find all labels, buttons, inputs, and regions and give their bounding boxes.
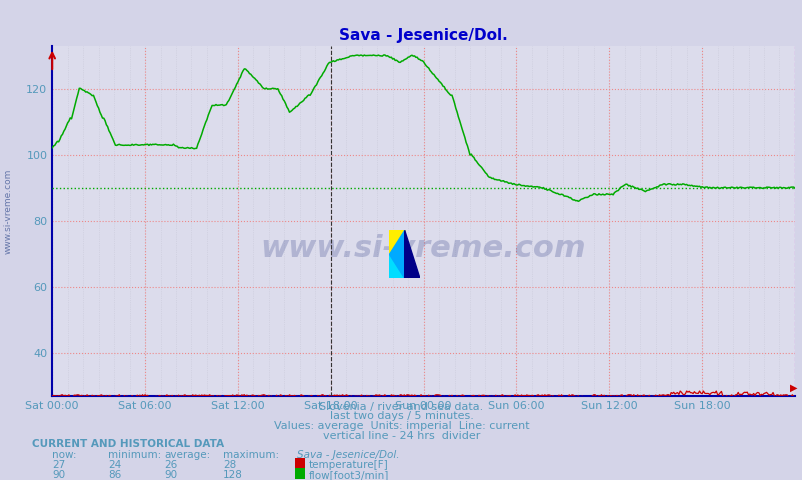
Text: 86: 86	[108, 470, 122, 480]
Text: www.si-vreme.com: www.si-vreme.com	[3, 168, 13, 254]
Text: last two days / 5 minutes.: last two days / 5 minutes.	[329, 411, 473, 421]
Polygon shape	[389, 254, 404, 278]
Text: 27: 27	[52, 460, 66, 470]
Text: 28: 28	[223, 460, 237, 470]
Text: Sava - Jesenice/Dol.: Sava - Jesenice/Dol.	[297, 450, 399, 460]
Text: www.si-vreme.com: www.si-vreme.com	[261, 234, 585, 264]
Polygon shape	[404, 230, 419, 278]
Text: 24: 24	[108, 460, 122, 470]
Text: ▶: ▶	[788, 383, 796, 393]
Text: Slovenia / river and sea data.: Slovenia / river and sea data.	[319, 402, 483, 412]
Text: 90: 90	[164, 470, 177, 480]
Text: Values: average  Units: imperial  Line: current: Values: average Units: imperial Line: cu…	[273, 421, 529, 431]
Text: flow[foot3/min]: flow[foot3/min]	[309, 470, 389, 480]
Text: vertical line - 24 hrs  divider: vertical line - 24 hrs divider	[322, 431, 480, 441]
Polygon shape	[389, 230, 404, 254]
Polygon shape	[389, 230, 404, 278]
Text: average:: average:	[164, 450, 211, 460]
Text: minimum:: minimum:	[108, 450, 161, 460]
Title: Sava - Jesenice/Dol.: Sava - Jesenice/Dol.	[338, 28, 508, 43]
Text: temperature[F]: temperature[F]	[309, 460, 388, 470]
Text: 90: 90	[52, 470, 65, 480]
Text: maximum:: maximum:	[223, 450, 279, 460]
Text: CURRENT AND HISTORICAL DATA: CURRENT AND HISTORICAL DATA	[32, 439, 224, 449]
Text: 26: 26	[164, 460, 178, 470]
Text: 128: 128	[223, 470, 243, 480]
Text: now:: now:	[52, 450, 77, 460]
